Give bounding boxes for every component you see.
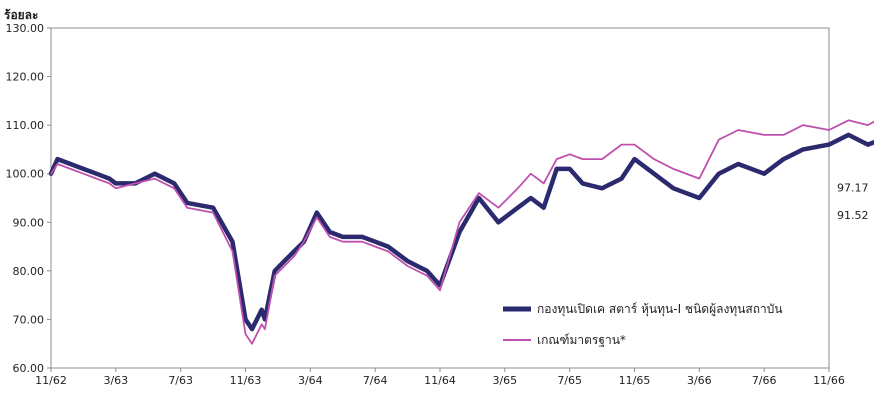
end-label-fund: 91.52 — [837, 209, 869, 222]
plot-area-frame — [50, 27, 830, 369]
x-tick-label: 7/66 — [752, 374, 777, 387]
x-tick-label: 11/66 — [813, 374, 845, 387]
end-labels: 91.52 97.17 — [837, 181, 869, 222]
x-tick-label: 11/65 — [619, 374, 651, 387]
x-tick-label: 11/62 — [35, 374, 67, 387]
x-tick-label: 7/64 — [363, 374, 388, 387]
end-label-benchmark: 97.17 — [837, 181, 869, 194]
series-line-benchmark — [50, 119, 874, 345]
y-tick-label: 110.00 — [6, 119, 45, 132]
legend-label-benchmark: เกณฑ์มาตรฐาน* — [537, 333, 626, 347]
y-axis-ticks: 60.00 70.00 80.00 90.00 100.00 110.00 120.00 13… — [6, 22, 51, 375]
x-axis-ticks: 11/62 3/63 7/63 11/63 3/64 7/64 11/64 3/65 7/65 1… — [35, 368, 845, 387]
x-tick-label: 3/66 — [687, 374, 712, 387]
y-tick-label: 60.00 — [13, 362, 45, 375]
x-tick-label: 3/64 — [298, 374, 323, 387]
legend-label-fund: กองทุนเปิดเค สตาร์ หุ้นทุน-I ชนิดผู้ลงทุ… — [537, 302, 783, 317]
x-tick-label: 3/63 — [103, 374, 128, 387]
y-tick-label: 80.00 — [13, 265, 45, 278]
x-tick-label: 7/63 — [168, 374, 193, 387]
x-tick-label: 11/64 — [424, 374, 456, 387]
legend: กองทุนเปิดเค สตาร์ หุ้นทุน-I ชนิดผู้ลงทุ… — [503, 302, 783, 347]
y-tick-label: 130.00 — [6, 22, 45, 35]
y-tick-label: 90.00 — [13, 216, 45, 229]
x-tick-label: 7/65 — [557, 374, 582, 387]
y-tick-label: 100.00 — [6, 168, 45, 181]
series-lines — [48, 119, 874, 345]
y-tick-label: 120.00 — [6, 71, 45, 84]
x-tick-label: 3/65 — [492, 374, 517, 387]
y-axis-title: ร้อยละ — [4, 8, 38, 22]
y-tick-label: 70.00 — [13, 313, 45, 326]
x-tick-label: 11/63 — [230, 374, 262, 387]
series-line-fund — [48, 132, 874, 332]
